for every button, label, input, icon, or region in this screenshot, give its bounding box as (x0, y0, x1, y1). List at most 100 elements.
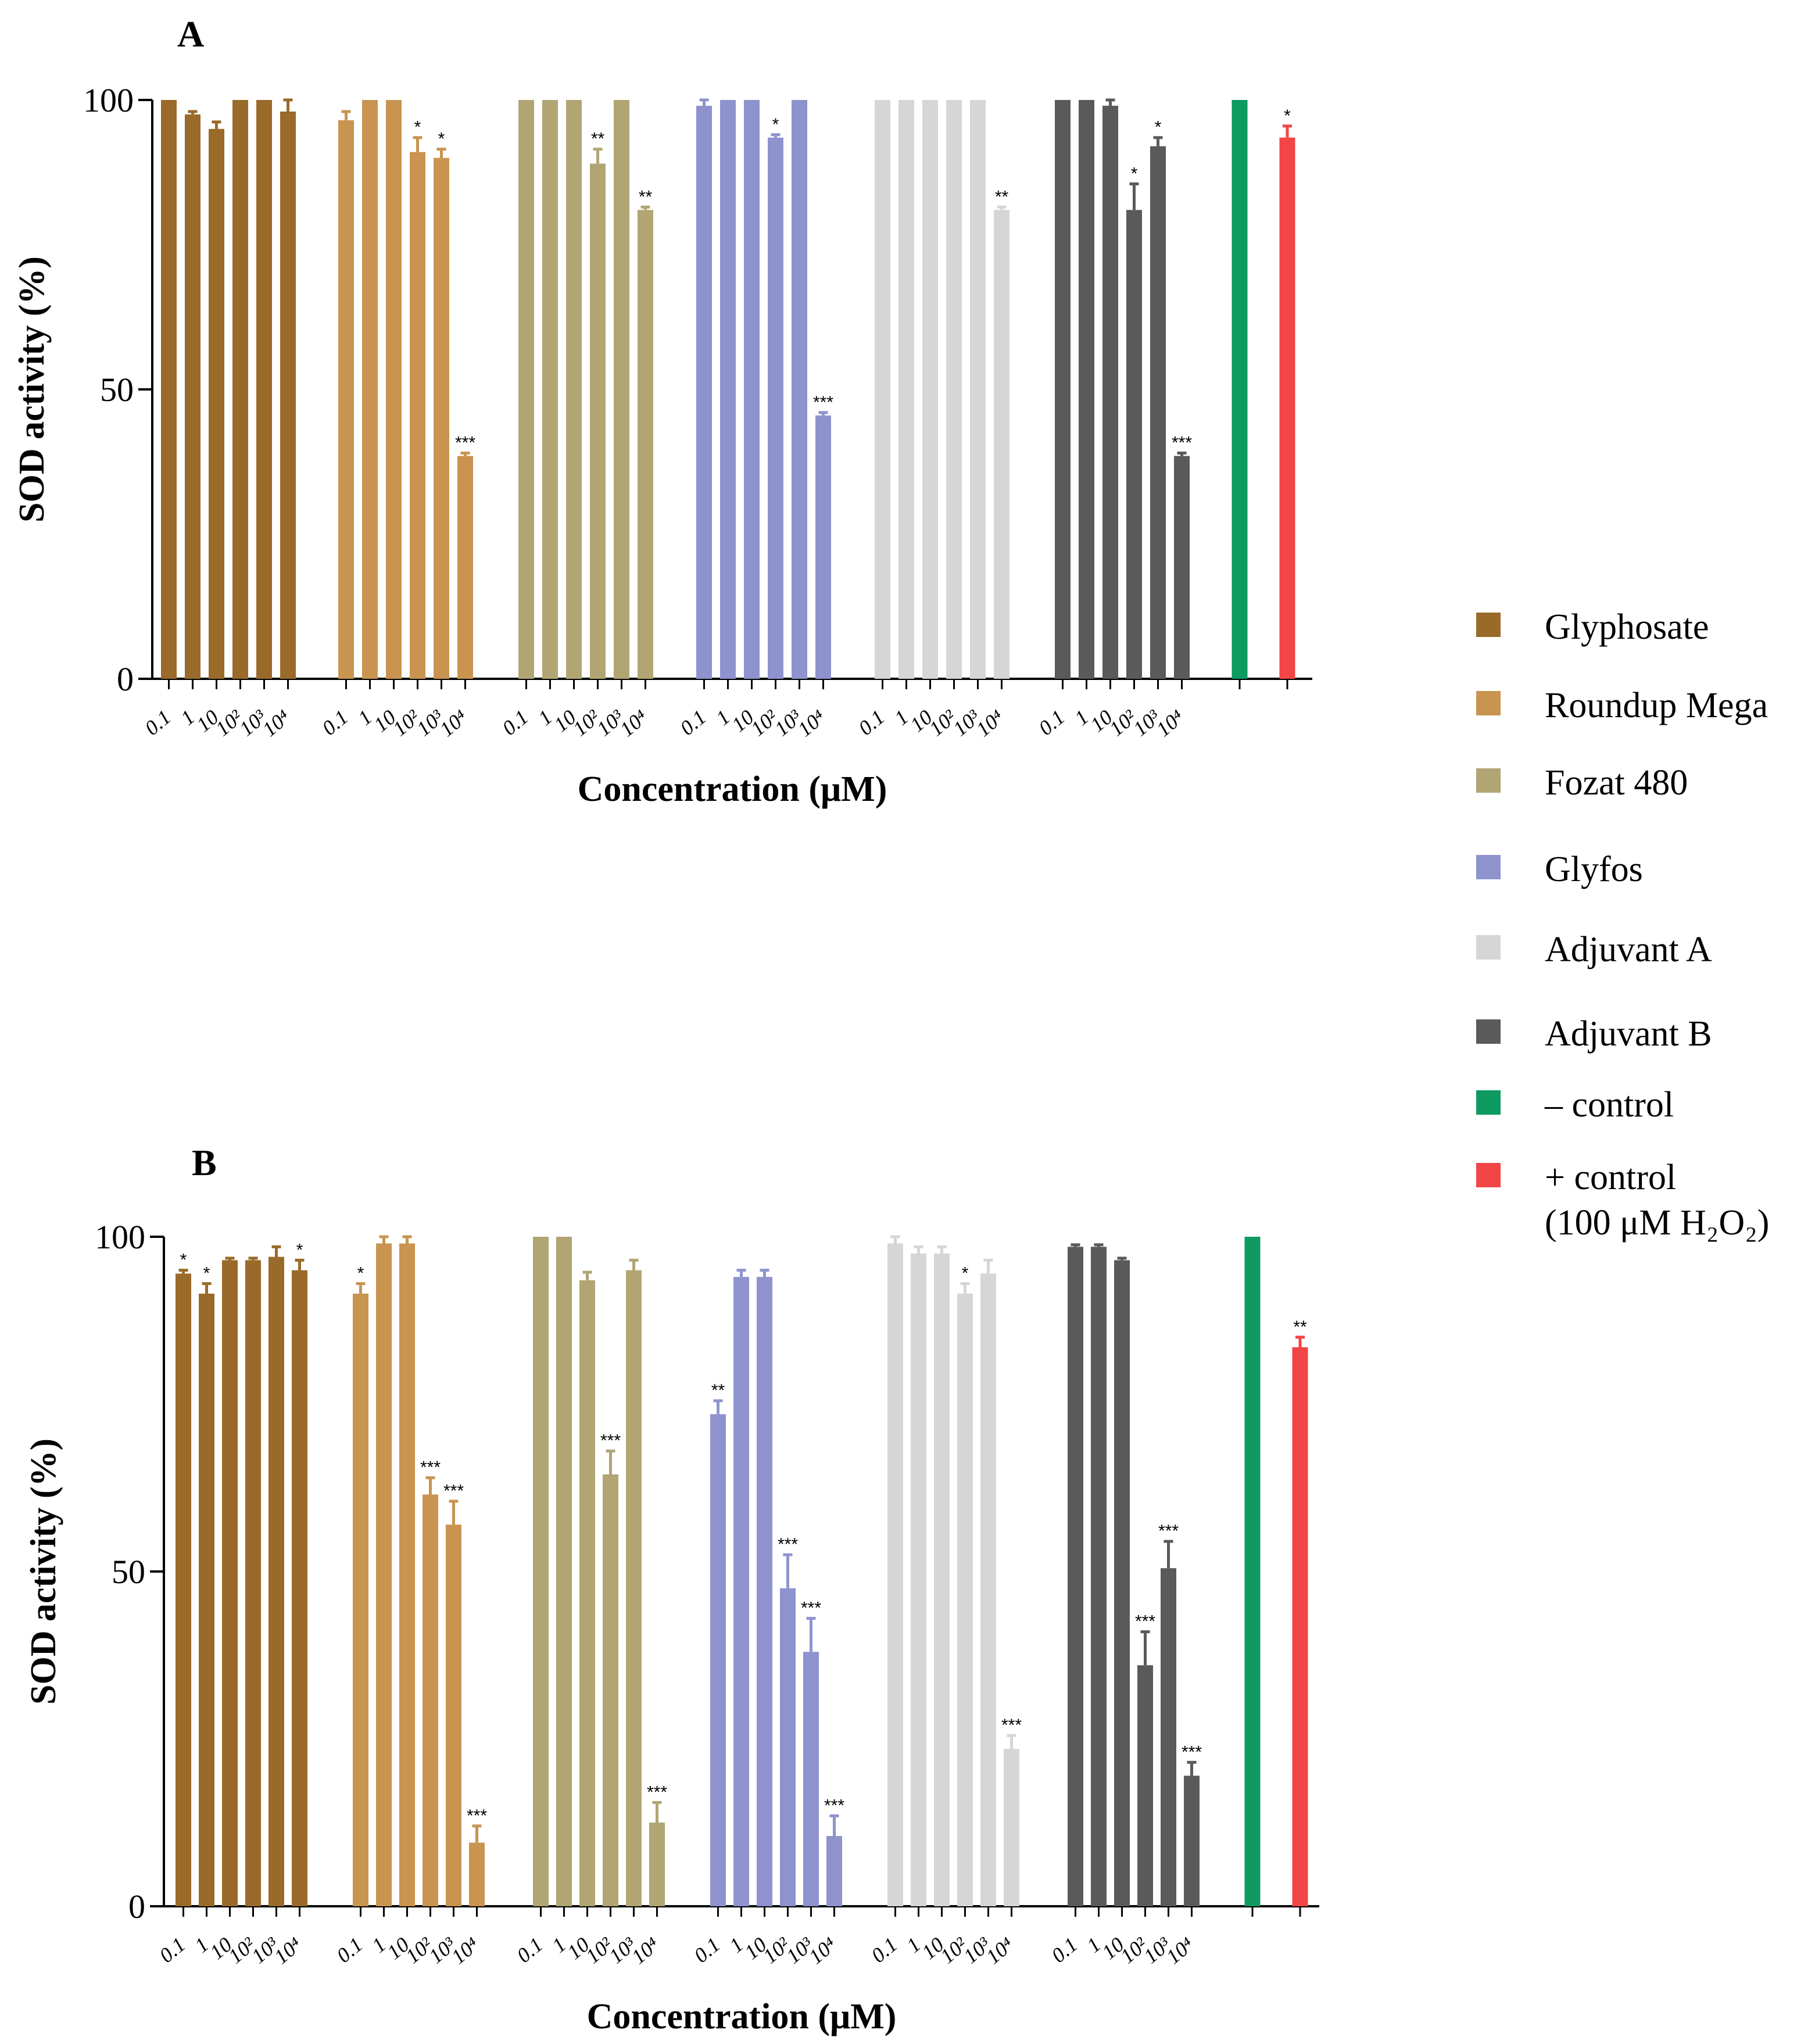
x-tick-label: 0.1 (689, 1932, 724, 1967)
significance-mark: * (180, 1251, 187, 1270)
bar (410, 152, 425, 679)
bar (566, 100, 582, 679)
significance-mark: *** (455, 434, 475, 453)
legend-item-adjuvant-a: Adjuvant A (1476, 927, 1712, 972)
significance-mark: *** (1182, 1742, 1202, 1762)
significance-mark: ** (591, 130, 605, 149)
significance-mark: *** (1001, 1716, 1022, 1735)
significance-mark: *** (801, 1599, 821, 1618)
bar (803, 1652, 819, 1906)
bar (222, 1260, 238, 1906)
bar (744, 100, 760, 679)
significance-mark: * (1155, 118, 1162, 137)
significance-mark: *** (600, 1431, 621, 1451)
bar (423, 1494, 438, 1906)
significance-mark: *** (420, 1458, 441, 1477)
bar (1244, 1237, 1261, 1906)
x-tick-label: 10⁴ (435, 705, 472, 741)
bar (826, 1836, 842, 1906)
bar (469, 1842, 485, 1906)
legend-swatch (1476, 1163, 1501, 1187)
bar (980, 1273, 996, 1906)
bar (1174, 456, 1190, 679)
bar (603, 1474, 618, 1906)
bar (245, 1260, 261, 1906)
legend-item-fozat-480: Fozat 480 (1476, 760, 1688, 806)
bar (757, 1277, 772, 1906)
panel-label: B (192, 1142, 217, 1183)
x-tick-label: 0.1 (332, 1932, 367, 1967)
x-tick-label: 10⁴ (447, 1932, 484, 1968)
significance-mark: ** (1293, 1318, 1307, 1337)
legend-label: + control (100 μM H₂O₂) (1545, 1158, 1770, 1243)
legend-swatch (1476, 855, 1501, 879)
bar (875, 100, 890, 679)
x-axis-label: Concentration (μM) (578, 769, 887, 809)
legend-item-roundup-mega: Roundup Mega (1476, 683, 1768, 728)
y-tick-label: 50 (112, 1553, 145, 1591)
bar (815, 415, 831, 679)
bar (1068, 1247, 1083, 1906)
bar (934, 1253, 950, 1906)
bar (161, 100, 177, 679)
bar (338, 120, 354, 679)
bar (970, 100, 986, 679)
bar (199, 1293, 214, 1906)
bar (1079, 100, 1094, 679)
bar (957, 1293, 973, 1906)
bar (994, 210, 1009, 679)
significance-mark: *** (443, 1481, 464, 1501)
significance-mark: * (772, 115, 779, 134)
legend-swatch (1476, 935, 1501, 960)
bar (710, 1414, 726, 1906)
x-tick-label: 10⁴ (804, 1932, 841, 1968)
bar (922, 100, 938, 679)
panel-label: A (177, 13, 204, 55)
significance-mark: *** (1135, 1612, 1155, 1631)
legend-item-adjuvant-b: Adjuvant B (1476, 1011, 1712, 1057)
bar (768, 137, 783, 679)
significance-mark: * (1284, 106, 1291, 126)
panel-b-chart: B 0 50 100 SOD activity (%) Concentration (μM… (24, 1142, 1319, 2036)
significance-mark: *** (824, 1796, 844, 1815)
bar (946, 100, 962, 679)
significance-mark: ** (711, 1381, 725, 1400)
x-tick-label: 0.1 (512, 1932, 547, 1967)
significance-mark: * (357, 1264, 364, 1283)
panel-a-chart: A 0 50 100 SOD activity (%) Concentration (μM… (12, 13, 1312, 809)
y-tick-label: 0 (128, 1888, 145, 1925)
bar (1279, 137, 1295, 679)
bar (1150, 146, 1166, 679)
bar (176, 1273, 191, 1906)
bar (518, 100, 534, 679)
legend: Glyphosate Roundup Mega Fozat 480 Glyfos… (1476, 0, 1813, 2044)
bar (911, 1253, 926, 1906)
bar (720, 100, 736, 679)
bar (1004, 1749, 1019, 1906)
significance-mark: *** (813, 393, 833, 412)
x-tick-label: 0.1 (1047, 1932, 1082, 1967)
bar (446, 1524, 461, 1906)
bar (1232, 100, 1248, 679)
significance-mark: ** (639, 187, 653, 206)
x-tick-label: 10⁴ (270, 1932, 306, 1968)
legend-label: Fozat 480 (1545, 763, 1688, 803)
x-tick-label: 0.1 (497, 705, 532, 740)
bar (556, 1237, 572, 1906)
bar (1114, 1260, 1130, 1906)
significance-mark: *** (647, 1782, 667, 1802)
x-tick-label: 0.1 (854, 705, 889, 740)
legend-label: Glyfos (1545, 850, 1643, 889)
bar (614, 100, 629, 679)
bar (649, 1823, 665, 1906)
legend-item-glyphosate: Glyphosate (1476, 604, 1709, 650)
bar (1091, 1247, 1107, 1906)
significance-mark: *** (467, 1806, 487, 1825)
x-tick-label: 10⁴ (793, 705, 830, 741)
bar (898, 100, 914, 679)
bar (590, 163, 606, 679)
x-tick-label: 0.1 (1034, 705, 1069, 740)
bar (696, 105, 712, 679)
legend-item-positive-control: + control (100 μM H₂O₂) (1476, 1155, 1769, 1245)
bar (376, 1243, 392, 1906)
